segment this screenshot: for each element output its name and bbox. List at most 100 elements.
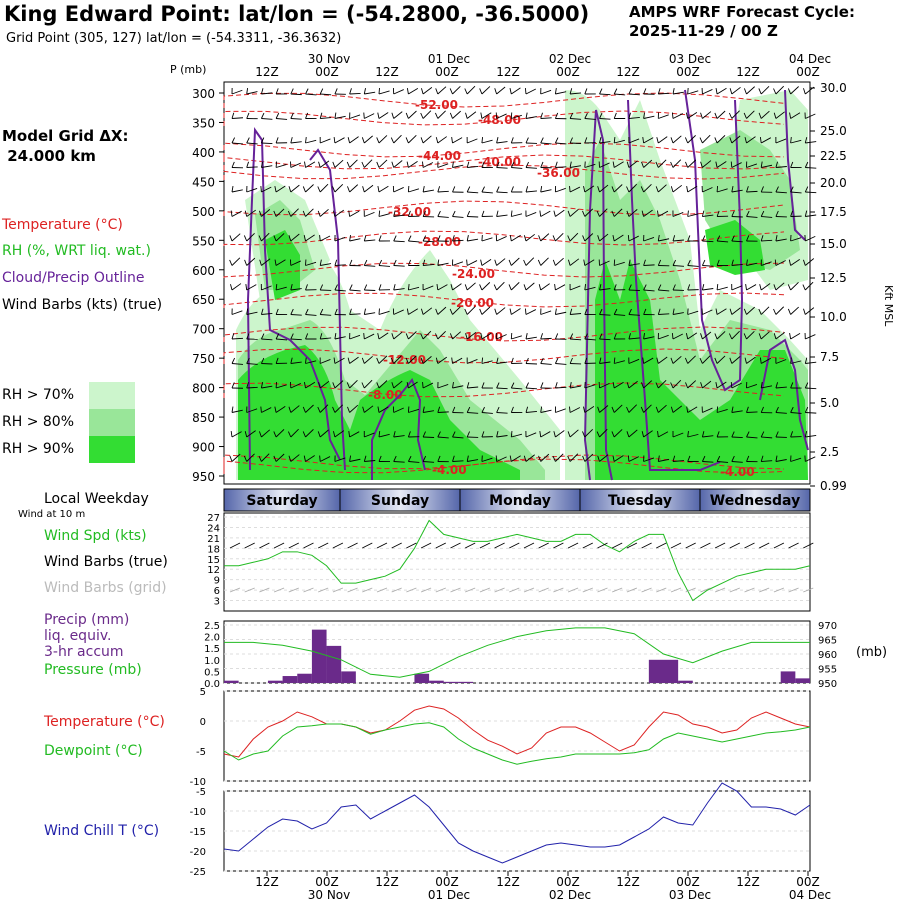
wind-barb-feather [540, 137, 544, 144]
wind-barb [761, 216, 773, 218]
forecast-cycle-value: 2025-11-29 / 00 Z [629, 22, 778, 40]
wind-barb [584, 384, 596, 389]
wind-barb [422, 135, 432, 144]
wind-barb [584, 208, 594, 217]
wind-barb-feather [288, 406, 292, 413]
wind-barb-feather [275, 357, 279, 364]
wind-barb-feather [687, 455, 691, 462]
wind-barb [452, 331, 461, 340]
temperature-ytick-label: 0 [200, 717, 206, 728]
wind-barb-grid [244, 587, 255, 593]
wind-barb [672, 239, 684, 242]
wind-barb [628, 358, 640, 364]
wind-barb [702, 461, 714, 463]
wind-barb [334, 380, 344, 389]
wind-barb-feather [655, 186, 659, 193]
wind-barb [584, 185, 595, 193]
wind-barb-feather [612, 235, 615, 242]
wind-barb-feather [509, 308, 512, 315]
wind-barb-feather [758, 112, 762, 119]
wind-barb-feather [229, 259, 233, 266]
wind-barb-feather [714, 357, 718, 364]
wind-barb-feather [494, 308, 498, 315]
wind-barb [437, 436, 449, 439]
wind-barb-feather [699, 357, 703, 364]
cloud-outline-path [627, 99, 721, 471]
wind-barb [320, 337, 332, 340]
wind-barb [437, 190, 449, 193]
wind-barb [731, 86, 741, 95]
wind-barb [614, 360, 625, 364]
wind-barb-feather [567, 455, 571, 462]
wind-barb [775, 412, 787, 414]
wind-barb [613, 184, 623, 193]
wind-barb-feather [540, 112, 543, 119]
wind-barb [496, 113, 507, 119]
wind-barb-true [259, 542, 270, 549]
wind-barb [672, 91, 684, 95]
wind-barb-feather [361, 137, 365, 144]
wind-barb-feather [569, 308, 573, 315]
wind-barb [761, 460, 773, 462]
wind-barb [319, 235, 331, 242]
wind-barb-feather [759, 136, 762, 144]
wind-barb-true [229, 542, 241, 549]
wind-barb-feather [746, 431, 750, 438]
wind-barb [422, 86, 433, 95]
wind-barb-feather [628, 284, 632, 291]
temperature-ytick-label: -10 [190, 777, 206, 788]
wind-barb [658, 313, 670, 315]
wind-barb [349, 114, 361, 119]
wind-barb-feather [393, 259, 397, 266]
wind-barb [672, 312, 684, 315]
wind-barb-true [317, 542, 329, 549]
wind-barb [334, 137, 345, 144]
top-hour-label: 00Z [315, 65, 339, 79]
wind-barb-feather [655, 382, 659, 389]
wind-barb-feather [422, 381, 424, 389]
wind-barb-feather [333, 357, 336, 364]
wind-barb-feather [657, 210, 659, 217]
bottom-date-label: 04 Dec [789, 888, 831, 900]
wind-barb-feather [701, 259, 706, 266]
wind-barb-true [391, 542, 402, 549]
bottom-hour-label: 00Z [435, 875, 459, 889]
wind-barb [805, 361, 817, 364]
wind-barb-feather [259, 259, 262, 266]
wind-barb-feather [685, 112, 689, 119]
wind-barb-true [244, 542, 255, 549]
wind-barb [805, 334, 816, 340]
wind-barb-true [303, 542, 314, 549]
pressure-tick-label: 750 [192, 352, 215, 366]
wind-ytick-label: 12 [207, 565, 220, 576]
wind-barb-feather [804, 137, 808, 144]
wind-barb [305, 455, 315, 462]
wind-barb-feather [728, 333, 733, 340]
wind-barb [290, 184, 300, 193]
wind-barb-feather [670, 382, 674, 389]
precip-ytick-label: 1.5 [204, 644, 220, 655]
wind-barb [466, 260, 478, 266]
wind-barb-feather [391, 112, 395, 119]
wind-barb [511, 387, 523, 390]
pressure-tick-label: 600 [192, 264, 215, 278]
top-date-label: 01 Dec [428, 52, 470, 66]
wind-barb [760, 357, 772, 364]
cloud-outline-path [371, 378, 426, 480]
wind-barb-feather [258, 235, 262, 242]
wind-barb-feather [538, 455, 542, 462]
wind-barb-feather [731, 406, 734, 413]
wind-barb-feather [569, 88, 573, 95]
wind-barb-feather [452, 406, 456, 413]
wind-barb [525, 410, 537, 413]
wind-barb [628, 289, 640, 291]
wind-barb [393, 288, 405, 291]
wind-barb-feather [319, 333, 323, 340]
wind-barb [717, 461, 729, 463]
bottom-hour-label: 12Z [255, 875, 279, 889]
wind-barb-feather [393, 431, 396, 438]
wind-barb-feather [569, 137, 573, 144]
wind-barb-feather [452, 382, 454, 389]
wind-barb [775, 238, 787, 242]
wind-barb-grid [700, 587, 711, 593]
